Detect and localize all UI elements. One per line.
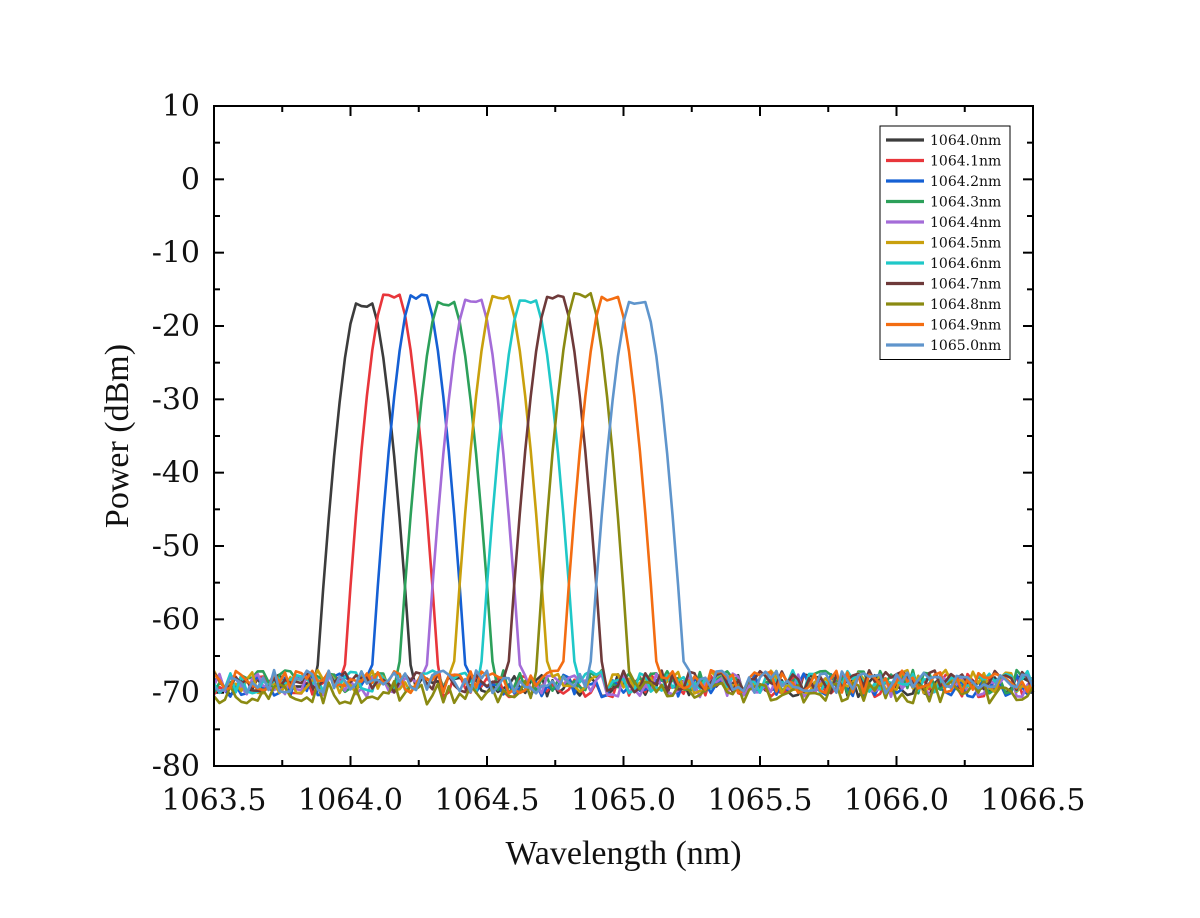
legend-label: 1064.4nm <box>930 215 1001 231</box>
legend-label: 1064.6nm <box>930 256 1001 272</box>
x-tick-label: 1063.5 <box>162 783 267 818</box>
series-line-1064.5nm <box>212 294 1035 695</box>
series-line-1064.0nm <box>213 302 1034 699</box>
legend-label: 1064.8nm <box>930 297 1001 313</box>
series-line-1064.8nm <box>212 291 1035 706</box>
y-tick-label: 10 <box>162 89 200 124</box>
y-tick-label: -70 <box>152 676 200 711</box>
tick-labels: 1063.5 1064.0 1064.5 1065.0 1065.5 1066.0 1066… <box>152 89 1086 818</box>
legend-label: 1064.2nm <box>930 174 1001 190</box>
x-axis-title: Wavelength (nm) <box>505 835 741 872</box>
legend-label: 1064.5nm <box>930 236 1001 252</box>
legend: 1064.0nm 1064.1nm 1064.2nm 1064.3nm 1064.4nm… <box>879 125 1011 360</box>
y-tick-label: -20 <box>152 309 200 344</box>
x-tick-label: 1064.5 <box>435 783 540 818</box>
legend-label: 1064.9nm <box>930 318 1001 334</box>
legend-label: 1064.0nm <box>930 133 1001 149</box>
plot-frame <box>213 105 1034 767</box>
y-tick-label: -40 <box>152 456 200 491</box>
y-tick-label: -60 <box>152 602 200 637</box>
legend-label: 1065.0nm <box>930 338 1001 354</box>
series-line-1065.0nm <box>213 300 1035 695</box>
legend-label: 1064.1nm <box>930 154 1001 170</box>
y-tick-label: -50 <box>152 529 200 564</box>
x-tick-label: 1066.0 <box>844 783 949 818</box>
x-tick-label: 1065.5 <box>708 783 813 818</box>
series-layer <box>212 291 1035 706</box>
legend-label: 1064.3nm <box>930 195 1001 211</box>
series-line-1064.3nm <box>212 300 1035 695</box>
x-tick-label: 1065.0 <box>571 783 676 818</box>
y-tick-label: 0 <box>181 162 200 197</box>
y-tick-label: -30 <box>152 382 200 417</box>
x-tick-label: 1066.5 <box>981 783 1086 818</box>
y-tick-label: -10 <box>152 236 200 271</box>
y-tick-label: -80 <box>152 749 200 784</box>
y-axis-title: Power (dBm) <box>99 344 136 528</box>
x-tick-label: 1064.0 <box>298 783 403 818</box>
legend-label: 1064.7nm <box>930 277 1001 293</box>
